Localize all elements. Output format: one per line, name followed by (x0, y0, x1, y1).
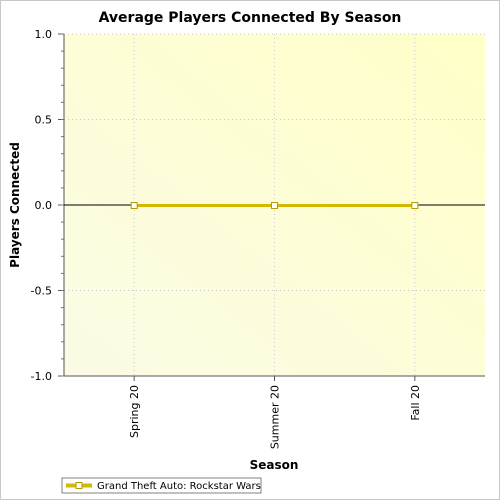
data-point (271, 202, 278, 209)
y-tick-label: -0.5 (31, 285, 52, 298)
y-tick-label: 0.0 (35, 199, 53, 212)
y-axis-label: Players Connected (8, 142, 22, 268)
x-tick-label: Fall 20 (409, 385, 422, 421)
series-layer (130, 202, 419, 209)
legend: Grand Theft Auto: Rockstar Wars (61, 477, 262, 494)
data-point (130, 202, 138, 209)
legend-box (61, 477, 262, 494)
grid-layer (64, 33, 485, 377)
y-tick-label: -1.0 (31, 370, 52, 383)
data-point (411, 202, 419, 209)
legend-label: Grand Theft Auto: Rockstar Wars (97, 481, 261, 492)
legend-swatch-marker (75, 482, 83, 489)
x-tick-label: Spring 20 (128, 385, 141, 438)
chart-title: Average Players Connected By Season (99, 10, 402, 26)
y-tick-label: 1.0 (35, 28, 53, 41)
x-axis-label: Season (250, 458, 299, 472)
x-tick-label: Summer 20 (269, 385, 282, 449)
y-tick-label: 0.5 (35, 114, 53, 127)
